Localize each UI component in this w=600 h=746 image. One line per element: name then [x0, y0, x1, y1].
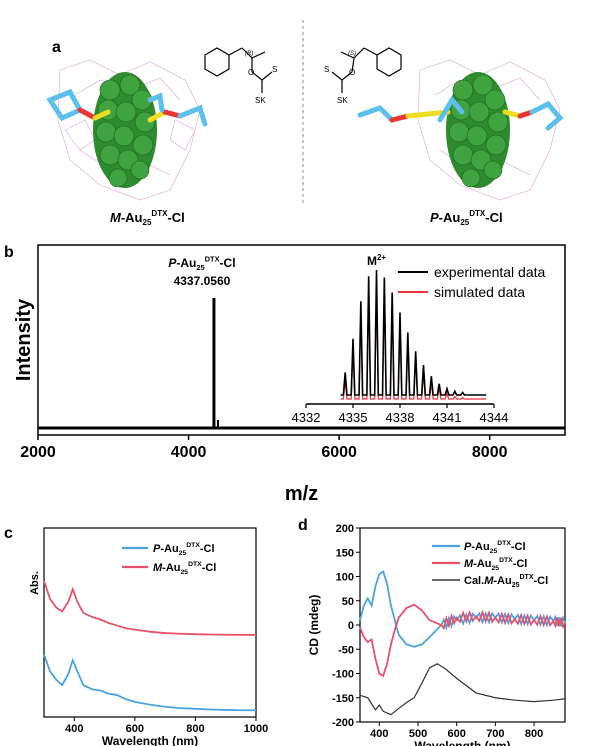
r-ligand-molecule	[204, 47, 273, 93]
panel-a-letter: a	[52, 39, 61, 56]
cd-m-line	[359, 603, 566, 678]
uvvis-legend-m-label: M-Au25DTX-Cl	[153, 561, 216, 576]
cd-y-tick-label: -150	[332, 693, 354, 705]
uvvis-x-tick-label: 400	[65, 723, 83, 735]
uvvis-chart: 400 600 800 1000 Wavelength (nm) Abs. P-Au25DT…	[29, 527, 268, 746]
ms-peak-label: P-Au25DTX-Cl	[168, 255, 235, 272]
inset-title: M2+	[367, 253, 386, 268]
ms-x-tick-label: 2000	[20, 444, 56, 461]
ms-frame	[37, 244, 566, 436]
cd-legend-m-label: M-Au25DTX-Cl	[464, 557, 527, 572]
uvvis-x-tick-label: 800	[186, 723, 204, 735]
r-sulfur-label: S	[272, 65, 277, 74]
ms-x-axis-title: m/z	[285, 483, 318, 505]
inset-x-tick-label: 4338	[386, 410, 415, 425]
inset-x-tick-label: 4335	[339, 410, 368, 425]
r-stereo-label: (R)	[245, 51, 253, 57]
s-ligand-molecule	[331, 47, 402, 93]
inset-x-tick-label: 4332	[292, 410, 321, 425]
inset-experimental-line	[340, 269, 487, 396]
r-oxygen-label: O	[248, 68, 254, 77]
ms-peak-value: 4337.0560	[174, 274, 231, 288]
cd-x-tick-label: 800	[525, 728, 543, 740]
s-sulfur-label: S	[324, 65, 329, 74]
cd-y-tick-label: 150	[336, 547, 354, 559]
cd-legend-cal-label: Cal.M-Au25DTX-Cl	[464, 574, 548, 589]
p-cluster-label: P-Au25DTX-Cl	[430, 209, 503, 227]
s-stereo-label: (S)	[348, 51, 356, 57]
cd-x-tick-label: 600	[448, 728, 466, 740]
ms-x-tick-label: 6000	[321, 444, 357, 461]
cd-y-tick-label: -200	[332, 717, 354, 729]
panel-b-letter: b	[4, 244, 14, 261]
ms-y-axis-title: Intensity	[13, 298, 35, 381]
cd-y-tick-label: 0	[348, 620, 354, 632]
cd-y-tick-label: 100	[336, 572, 354, 584]
r-sk-label: SK	[255, 96, 266, 105]
m-cluster-label: M-Au25DTX-Cl	[110, 209, 185, 227]
cd-cal-line	[359, 663, 566, 716]
m-cluster-structure	[46, 59, 208, 201]
inset-x-tick-label: 4344	[480, 410, 509, 425]
cd-y-tick-label: 50	[342, 596, 354, 608]
uvvis-m-line	[43, 580, 256, 636]
legend-simulated-label: simulated data	[434, 284, 525, 300]
p-cluster-structure	[357, 59, 564, 201]
uvvis-y-axis-title: Abs.	[29, 571, 41, 595]
cd-x-axis-title: Wavelength (nm)	[414, 739, 510, 746]
s-oxygen-label: O	[349, 68, 355, 77]
uvvis-x-tick-label: 1000	[244, 723, 268, 735]
legend-experimental-label: experimental data	[434, 264, 546, 280]
uvvis-frame	[43, 527, 257, 718]
cd-y-tick-label: 200	[336, 523, 354, 535]
s-sk-label: SK	[337, 96, 348, 105]
panel-d-letter: d	[298, 517, 308, 534]
cd-y-tick-label: -100	[332, 669, 354, 681]
ms-chart: 2000 4000 6000 8000 m/z Intensity P-Au25DTX-Cl…	[13, 244, 566, 505]
cd-x-tick-label: 500	[409, 728, 427, 740]
cd-legend-p-label: P-Au25DTX-Cl	[464, 540, 526, 555]
uvvis-x-tick-label: 600	[126, 723, 144, 735]
cd-x-tick-label: 700	[486, 728, 504, 740]
inset-x-tick-label: 4341	[433, 410, 462, 425]
uvvis-x-axis-title: Wavelength (nm)	[102, 734, 198, 746]
ms-x-tick-label: 4000	[171, 444, 207, 461]
cd-y-axis-title: CD (mdeg)	[307, 595, 321, 656]
cd-frame	[359, 527, 566, 723]
uvvis-p-line	[43, 654, 256, 712]
cd-x-tick-label: 400	[370, 728, 388, 740]
panel-c-letter: c	[4, 525, 13, 542]
cd-y-tick-label: -50	[338, 644, 354, 656]
ms-x-tick-label: 8000	[472, 444, 508, 461]
uvvis-legend-p-label: P-Au25DTX-Cl	[153, 542, 215, 557]
